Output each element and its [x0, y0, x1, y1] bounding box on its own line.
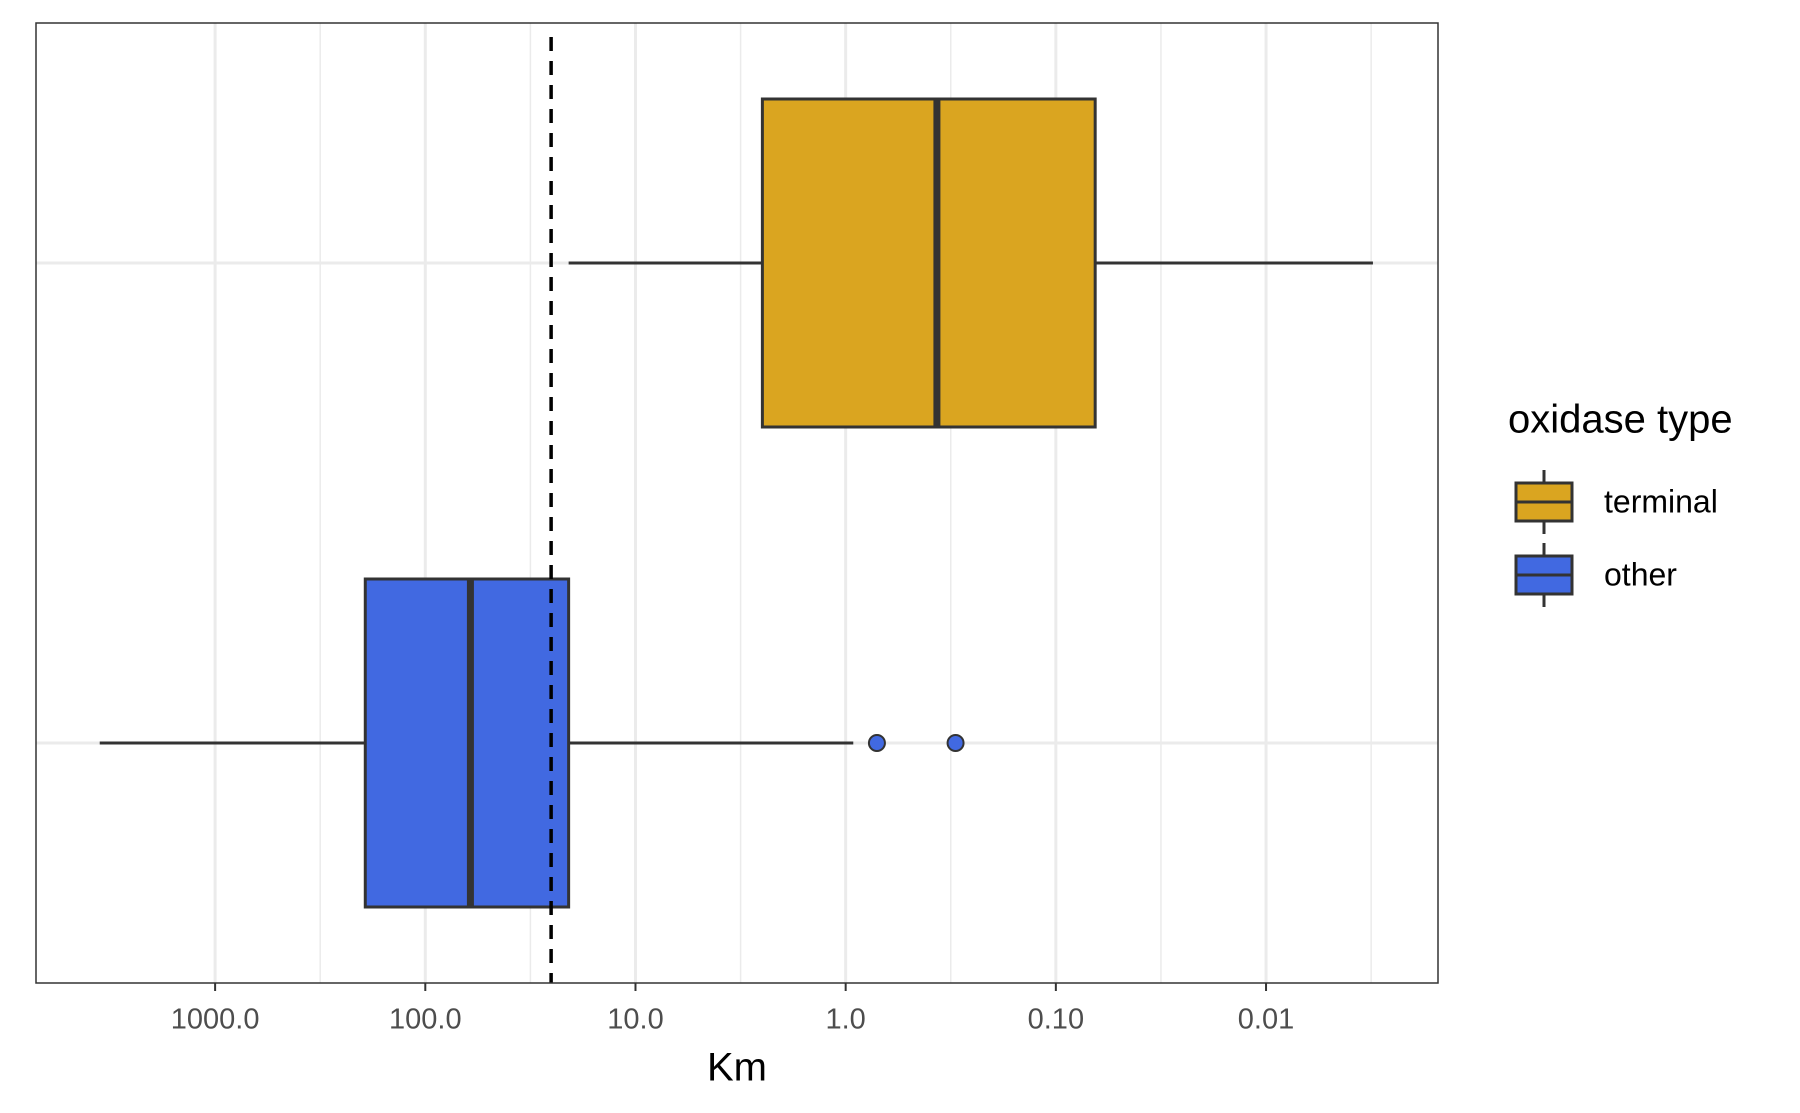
- box: [760, 97, 1097, 429]
- panel-border: [35, 22, 1439, 984]
- x-tick-label: 100.0: [389, 1004, 462, 1036]
- outlier: [867, 734, 886, 752]
- legend-label: terminal: [1604, 483, 1718, 519]
- x-axis-title: Km: [707, 1046, 767, 1090]
- x-tick-label: 1000.0: [171, 1004, 260, 1036]
- x-tick-label: 0.10: [1028, 1004, 1084, 1036]
- x-tick-label: 1.0: [826, 1004, 866, 1036]
- legend-title: oxidase type: [1508, 398, 1733, 442]
- x-tick-label: 0.01: [1238, 1004, 1294, 1036]
- outlier: [946, 734, 965, 752]
- legend-label: other: [1604, 556, 1677, 592]
- x-tick-label: 10.0: [607, 1004, 663, 1036]
